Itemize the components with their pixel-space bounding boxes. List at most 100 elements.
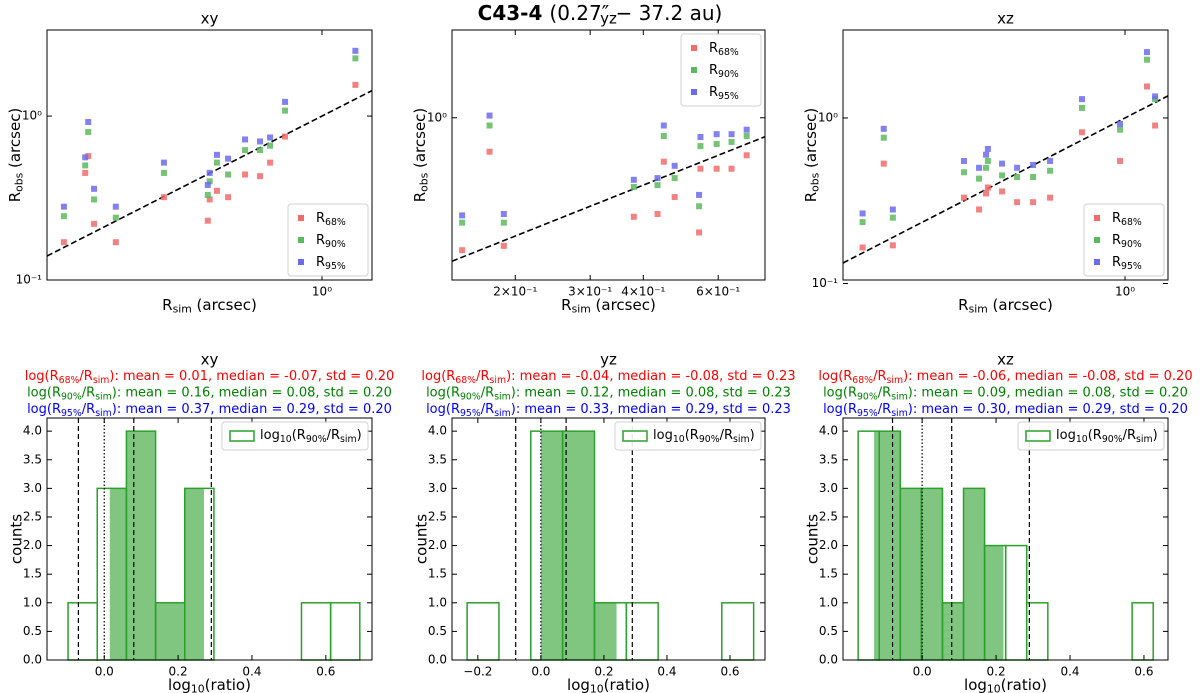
point — [1143, 49, 1150, 56]
hist-fill — [594, 602, 617, 660]
stats-line: log(R90%/Rsim): mean = 0.12, median = 0.… — [426, 385, 791, 402]
point — [256, 147, 263, 154]
hist-bar — [1131, 602, 1154, 661]
point — [660, 133, 667, 140]
legend-label: log10(R90%/Rsim) — [260, 428, 362, 445]
legend-box — [221, 421, 369, 451]
legend-label-part: log — [653, 428, 673, 443]
stats-line-part: ): mean = -0.04, median = -0.08, std = 0… — [506, 369, 796, 384]
hist-fill — [155, 602, 185, 660]
stats-line-part: ): mean = 0.12, median = 0.08, std = 0.2… — [511, 385, 791, 400]
point — [160, 169, 167, 176]
point — [1047, 167, 1054, 174]
stats-line-part: sim — [93, 374, 110, 385]
point — [713, 165, 720, 172]
x-axis-label-part: (ratio) — [604, 676, 650, 693]
legend-label-part: R — [1112, 255, 1121, 270]
stats-line-part: 95% — [857, 407, 878, 418]
hist-bar — [466, 602, 500, 661]
point — [999, 160, 1006, 167]
legend-label-part: 95% — [1121, 260, 1142, 271]
legend-box — [614, 421, 762, 451]
point — [282, 133, 289, 140]
stats-line-part: ): mean = 0.16, median = 0.08, std = 0.2… — [112, 385, 392, 400]
y-tick-label: 2.0 — [428, 538, 447, 552]
point — [352, 47, 359, 54]
stats-line-part: log(R — [823, 385, 857, 400]
x-axis-label-part: 10 — [987, 683, 1001, 693]
y-tick-label: 3.5 — [428, 452, 447, 466]
point — [696, 203, 703, 210]
y-tick-label: 2.5 — [23, 509, 42, 523]
legend-label-part: (R — [1088, 428, 1102, 443]
stats-line-part: 90% — [460, 391, 481, 402]
point — [728, 138, 735, 145]
legend-label-part: R — [1112, 233, 1121, 248]
legend-label: R95% — [709, 85, 739, 102]
y-tick-label: 1.5 — [23, 567, 42, 581]
stats-line-part: /R — [481, 402, 494, 417]
point — [696, 229, 703, 236]
point — [1047, 194, 1054, 201]
legend-label: R68% — [316, 211, 346, 228]
legend-box — [1083, 203, 1165, 277]
y-axis-label-part: R — [6, 192, 24, 202]
stats-line: log(R95%/Rsim): mean = 0.37, median = 0.… — [27, 402, 392, 419]
stats-line-part: log(R — [823, 402, 857, 417]
y-tick-label: 3.0 — [819, 481, 838, 495]
y-tick-label: 3.5 — [23, 452, 42, 466]
point — [242, 171, 249, 178]
point — [500, 219, 507, 226]
legend-label-part: (R — [292, 428, 306, 443]
stats-line-part: sim — [95, 407, 112, 418]
legend-marker — [298, 237, 304, 243]
point — [880, 125, 887, 132]
point — [85, 128, 92, 135]
point — [60, 203, 67, 210]
y-tick-label: 0.5 — [819, 624, 838, 638]
hist-fill — [879, 431, 901, 660]
point — [654, 182, 661, 189]
point — [204, 192, 211, 199]
point — [697, 165, 704, 172]
y-tick-label: 3.0 — [428, 481, 447, 495]
x-axis-label-part: (arcsec) — [591, 296, 656, 314]
legend-label-part: sim — [733, 433, 750, 444]
point — [82, 169, 89, 176]
stats-line-part: ): mean = 0.33, median = 0.29, std = 0.2… — [511, 402, 791, 417]
legend-label-part: /R — [720, 428, 733, 443]
y-tick-label: 2.5 — [428, 509, 447, 523]
point — [713, 131, 720, 138]
point — [713, 140, 720, 147]
x-axis-label-part: (ratio) — [205, 676, 251, 693]
point — [1143, 83, 1150, 90]
point — [999, 172, 1006, 179]
x-tick-label: 0.0 — [95, 665, 114, 679]
legend-label: log10(R90%/Rsim) — [1056, 428, 1158, 445]
stats-line-part: log(R — [818, 369, 852, 384]
point — [206, 169, 213, 176]
plot-frame — [451, 29, 766, 281]
legend-label: R90% — [709, 63, 739, 80]
legend-label-part: (R — [685, 428, 699, 443]
panel-title: xz — [997, 351, 1014, 369]
stats-line: log(R95%/Rsim): mean = 0.33, median = 0.… — [426, 402, 791, 419]
point — [671, 175, 678, 182]
y-tick-label: 10⁰ — [427, 110, 447, 124]
x-axis-label-part: R — [561, 296, 571, 314]
point — [743, 126, 750, 133]
point — [1030, 173, 1037, 180]
x-axis-label-part: 10 — [191, 683, 205, 693]
legend-marker — [691, 45, 697, 51]
x-axis-label-part: log — [168, 676, 191, 693]
y-tick-label: 10⁻¹ — [16, 273, 43, 287]
point — [500, 210, 507, 217]
point — [85, 153, 92, 160]
point — [976, 164, 983, 171]
legend-label: R68% — [1112, 211, 1142, 228]
legend-patch — [1025, 430, 1051, 442]
point — [1117, 126, 1124, 133]
point — [486, 148, 493, 155]
legend-label-part: /R — [327, 428, 340, 443]
point — [880, 134, 887, 141]
